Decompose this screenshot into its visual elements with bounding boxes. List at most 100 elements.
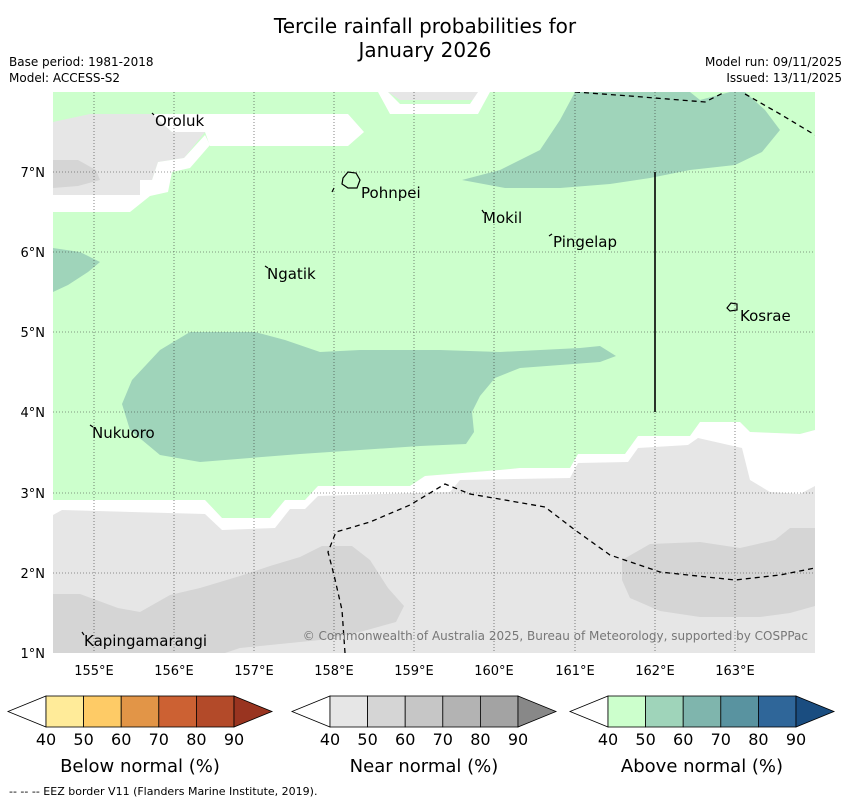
oroluk-islet [151,112,155,116]
place-label-kosrae: Kosrae [740,307,791,325]
near-normal-north-top [388,92,478,100]
colorbar-extend-low [6,695,47,728]
issued-date: Issued: 13/11/2025 [726,71,842,85]
white-gap-north-oroluk [152,114,364,146]
colorbar-segment [758,695,797,728]
place-label-pohnpei: Pohnpei [361,184,421,202]
colorbar-title: Below normal (%) [60,756,220,777]
white-boundary-gap-south [53,422,815,530]
near-normal-50-60-northwest [53,160,100,188]
eez-border-south [327,483,815,653]
colorbar-segment [83,695,122,728]
colorbar-tick-label: 50 [73,730,93,749]
colorbar-tick-label: 40 [598,730,618,749]
above-normal-50-60-central [122,332,616,462]
lon-label: 162°E [635,664,675,679]
colorbar-tick-label: 90 [786,730,806,749]
copyright-notice: © Commonwealth of Australia 2025, Bureau… [303,629,808,643]
colorbar-tick-label: 70 [149,730,169,749]
mokil-islet [481,209,485,214]
lat-label: 2°N [21,567,46,582]
colorbar-segment [720,695,759,728]
kapingamarangi-islet [81,631,85,636]
lon-label: 156°E [154,664,194,679]
colorbar-segment [329,695,368,728]
lon-label: 163°E [715,664,755,679]
lon-label: 159°E [394,664,434,679]
colorbar-extend-high [233,695,274,728]
near-normal-50-60-southeast [622,528,815,617]
lat-label: 1°N [21,647,46,662]
pohnpei-island-outline [341,171,361,189]
colorbar-tick-label: 50 [635,730,655,749]
colorbar-extend-low [568,695,609,728]
colorbar-segment [479,695,519,728]
colorbar-title: Near normal (%) [350,756,499,777]
colorbar-segment [442,695,481,728]
near-normal-50-60-southwest [53,546,404,653]
model-name: Model: ACCESS-S2 [9,71,121,85]
lat-label: 5°N [21,326,46,341]
above-normal-50-60-northeast [462,92,780,188]
colorbar-tick-label: 70 [433,730,453,749]
eez-border-northeast [744,93,815,136]
colorbar-near-normal: 40 50 60 70 80 90 Near normal (%) [290,695,558,777]
colorbar-segment [195,695,235,728]
eez-border-north [574,92,726,103]
colorbar-segment [404,695,444,728]
place-label-mokil: Mokil [483,209,522,227]
colorbar-segment [645,695,684,728]
lon-label: 157°E [234,664,274,679]
above-normal-50-60-west [53,248,100,292]
colorbar-tick-label: 70 [711,730,731,749]
colorbar-segment [367,695,406,728]
lon-label: 160°E [474,664,514,679]
colorbar-tick-label: 60 [673,730,693,749]
lat-label: 3°N [21,487,46,502]
place-label-pingelap: Pingelap [553,233,617,251]
colorbar-extend-low [290,695,331,728]
colorbar-tick-label: 50 [357,730,377,749]
map-title: Tercile rainfall probabilities for Janua… [0,14,850,62]
white-gap-northwest [53,135,210,212]
lat-label: 7°N [21,166,46,181]
base-period: Base period: 1981-2018 [9,55,154,69]
colorbar-tick-label: 40 [36,730,56,749]
lat-axis-labels: 7°N 6°N 5°N 4°N 3°N 2°N 1°N [21,166,46,662]
colorbar-tick-label: 90 [224,730,244,749]
place-labels: Oroluk Pohnpei Mokil Pingelap Ngatik Kos… [84,112,791,650]
colorbar-tick-label: 80 [748,730,768,749]
lon-label: 161°E [555,664,595,679]
colorbar-tick-label: 40 [320,730,340,749]
lat-label: 4°N [21,406,46,421]
colorbar-tick-label: 80 [186,730,206,749]
colorbar-segment [120,695,160,728]
colorbar-tick-label: 90 [508,730,528,749]
kosrae-island-outline [726,302,738,312]
lon-axis-labels: 155°E 156°E 157°E 158°E 159°E 160°E 161°… [74,664,755,679]
pohnpei-islet [331,187,335,193]
meta-right: Model run: 09/11/2025 Issued: 13/11/2025 [705,54,842,86]
colorbar-tick-label: 60 [395,730,415,749]
colorbar-segment [607,695,646,728]
colorbar-tick-label: 60 [111,730,131,749]
colorbar-title: Above normal (%) [621,756,783,777]
lon-label: 158°E [314,664,354,679]
place-label-nukuoro: Nukuoro [92,424,155,442]
eez-borders [327,92,815,653]
place-label-oroluk: Oroluk [155,112,204,130]
islands [81,112,738,636]
lon-label: 155°E [74,664,114,679]
colorbar-segment [45,695,84,728]
nukuoro-islet [89,424,94,428]
pingelap-islet [548,233,553,237]
colorbar-extend-high [795,695,836,728]
colorbar-segment [682,695,722,728]
meta-left: Base period: 1981-2018 Model: ACCESS-S2 [9,54,154,86]
title-line-2: January 2026 [358,38,492,62]
colorbar-segment [158,695,197,728]
ngatik-islet [264,265,269,269]
